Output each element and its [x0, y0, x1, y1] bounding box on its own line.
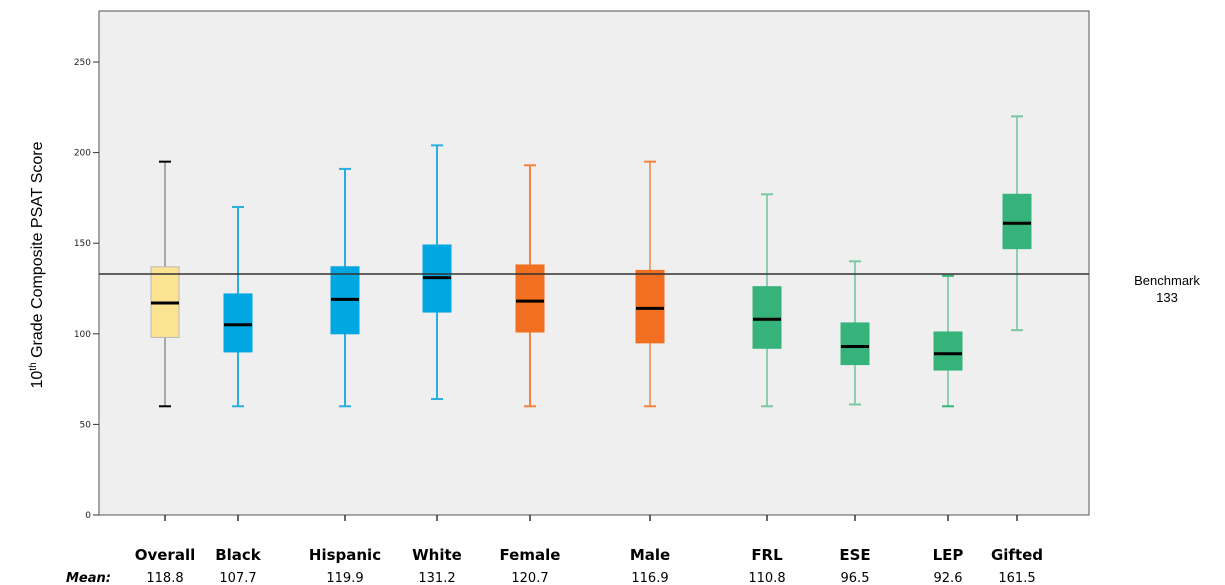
category-label: Overall: [135, 546, 196, 564]
mean-value: 131.2: [418, 571, 455, 585]
y-tick-label: 150: [74, 239, 91, 249]
y-tick-label: 50: [80, 420, 92, 430]
y-tick-label: 0: [85, 511, 91, 521]
iqr-box: [223, 293, 253, 353]
box-group-male: [635, 160, 665, 408]
mean-value: 118.8: [146, 571, 183, 585]
box-group-ese: [840, 260, 870, 406]
y-tick-label: 200: [74, 149, 91, 159]
y-tick-label: 250: [74, 58, 91, 68]
benchmark-value: 133: [1156, 290, 1178, 305]
category-label: Female: [500, 546, 561, 564]
mean-value: 119.9: [326, 571, 363, 585]
plot-area: [98, 10, 1090, 516]
category-label: White: [412, 546, 462, 564]
box-group-white: [422, 144, 452, 401]
mean-value: 96.5: [841, 571, 870, 585]
category-label: Hispanic: [309, 546, 381, 564]
category-label: ESE: [839, 546, 870, 564]
mean-value: 161.5: [998, 571, 1035, 585]
iqr-box: [840, 322, 870, 366]
mean-row-label: Mean:: [66, 571, 111, 585]
mean-value: 110.8: [748, 571, 785, 585]
category-label: Black: [215, 546, 262, 564]
iqr-box: [635, 269, 665, 344]
category-label: FRL: [751, 546, 783, 564]
benchmark-label: Benchmark: [1134, 273, 1200, 288]
box-group-female: [515, 164, 545, 408]
box-group-hispanic: [330, 167, 360, 408]
category-label: Gifted: [991, 546, 1043, 564]
iqr-box: [933, 331, 963, 371]
box-group-black: [223, 205, 253, 408]
iqr-box: [1002, 193, 1032, 250]
svg-text:10th Grade Composite PSAT Sco: 10th Grade Composite PSAT Score: [28, 141, 46, 388]
y-axis-label-main: 10: [29, 371, 46, 389]
box-group-frl: [752, 193, 782, 408]
box-group-overall: [150, 160, 180, 408]
mean-value: 92.6: [934, 571, 963, 585]
iqr-box: [752, 286, 782, 349]
iqr-box: [515, 264, 545, 333]
mean-value: 116.9: [631, 571, 668, 585]
mean-value: 120.7: [511, 571, 548, 585]
mean-value: 107.7: [219, 571, 256, 585]
y-tick-label: 100: [74, 330, 91, 340]
box-group-lep: [933, 274, 963, 408]
y-axis-label-superscript: th: [28, 362, 39, 370]
y-axis-label: 10th Grade Composite PSAT Score: [28, 141, 46, 388]
category-label: LEP: [933, 546, 964, 564]
box-group-gifted: [1002, 115, 1032, 332]
y-axis-label-rest: Grade Composite PSAT Score: [29, 141, 46, 362]
category-label: Male: [630, 546, 670, 564]
